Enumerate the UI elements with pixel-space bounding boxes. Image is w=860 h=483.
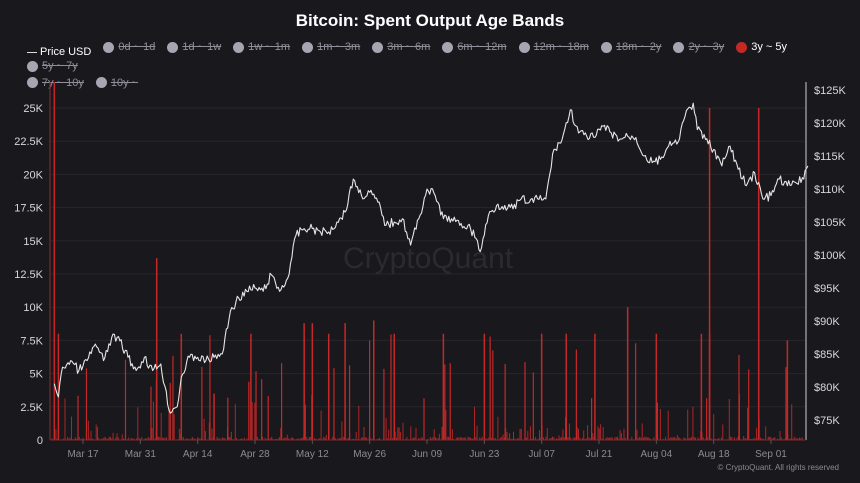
dot-marker-icon	[372, 41, 384, 53]
x-axis-tick: Aug 04	[640, 449, 672, 460]
left-axis-ticks: 0 2.5K 5K 7.5K 10K 12.5K 15K 17.5K 20K 22.5K 25K	[14, 103, 43, 447]
dot-marker-icon	[27, 60, 38, 72]
left-axis-tick: 22.5K	[14, 136, 43, 148]
x-axis-tick: Jun 09	[412, 449, 442, 460]
legend-item-1d-1w[interactable]: 1d ~ 1w	[167, 40, 221, 54]
dot-marker-icon	[673, 41, 685, 53]
legend-item-10y-[interactable]: 10y ~	[95, 76, 138, 90]
x-axis-tick: Apr 14	[183, 449, 213, 460]
x-axis-tick: Mar 31	[125, 449, 157, 460]
left-axis-tick: 5K	[30, 369, 44, 381]
watermark: CryptoQuant	[343, 242, 514, 275]
copyright-text: © CryptoQuant. All rights reserved	[717, 463, 840, 472]
legend-item-1w-1m[interactable]: 1w ~ 1m	[233, 40, 290, 54]
right-axis-tick: $75K	[814, 415, 840, 427]
legend-item-3y-5y[interactable]: 3y ~ 5y	[736, 40, 787, 54]
legend-item-price-usd[interactable]: Price USD	[27, 45, 91, 59]
dot-marker-icon	[600, 41, 612, 53]
legend-item-18m-2y[interactable]: 18m ~ 2y	[600, 40, 661, 54]
legend-item-3m-6m[interactable]: 3m ~ 6m	[372, 40, 430, 54]
dot-marker-icon	[233, 41, 245, 53]
x-axis-tick: Jul 07	[528, 449, 555, 460]
dot-marker-icon	[95, 77, 107, 88]
dot-marker-icon	[103, 41, 115, 53]
legend-item-6m-12m[interactable]: 6m ~ 12m	[442, 40, 507, 54]
dot-marker-icon	[518, 41, 530, 53]
chart-title: Bitcoin: Spent Output Age Bands	[295, 11, 565, 30]
right-axis-tick: $90K	[814, 316, 840, 328]
right-axis-tick: $80K	[814, 382, 840, 394]
left-axis-tick: 20K	[23, 169, 43, 181]
x-axis-ticks: Mar 17 Mar 31 Apr 14 Apr 28 May 12 May 26 Jun …	[67, 440, 787, 460]
line-marker-icon	[27, 51, 37, 53]
right-axis-ticks: $75K $80K $85K $90K $95K $100K $105K $110K $115K…	[814, 85, 846, 427]
gridlines	[50, 107, 806, 408]
dot-marker-icon	[27, 77, 38, 88]
x-axis-tick: Jun 23	[469, 449, 499, 460]
legend-item-5y-7y[interactable]: 5y ~ 7y	[27, 59, 78, 73]
legend-item-2y-3y[interactable]: 2y ~ 3y	[673, 40, 724, 54]
right-axis-tick: $100K	[814, 250, 846, 262]
left-axis-tick: 25K	[23, 103, 43, 115]
left-axis-tick: 17.5K	[14, 203, 43, 215]
legend-item-0d-1d[interactable]: 0d ~ 1d	[103, 40, 155, 54]
left-axis-tick: 15K	[23, 236, 43, 248]
price-line	[53, 102, 809, 414]
x-axis-tick: Aug 18	[698, 449, 730, 460]
x-axis-tick: May 26	[353, 449, 386, 460]
right-axis-tick: $110K	[814, 184, 846, 196]
dot-marker-icon	[302, 41, 314, 53]
dot-marker-icon	[442, 41, 454, 53]
right-axis-tick: $105K	[814, 217, 846, 229]
right-axis-tick: $85K	[814, 349, 840, 361]
bar-series-3y-5y	[51, 82, 804, 440]
x-axis-tick: Apr 28	[240, 449, 270, 460]
dot-marker-icon	[736, 41, 748, 53]
legend-item-7y-10y[interactable]: 7y ~ 10y	[27, 76, 84, 90]
left-axis-tick: 7.5K	[20, 335, 43, 347]
right-axis-tick: $115K	[814, 151, 846, 163]
x-axis-tick: Jul 21	[586, 449, 613, 460]
left-axis-tick: 2.5K	[20, 402, 43, 414]
x-axis-tick: Mar 17	[67, 449, 99, 460]
x-axis-tick: Sep 01	[755, 449, 787, 460]
x-axis-tick: May 12	[296, 449, 329, 460]
legend-item-1m-3m[interactable]: 1m ~ 3m	[302, 40, 360, 54]
right-axis-tick: $125K	[814, 85, 846, 97]
right-axis-tick: $95K	[814, 283, 840, 295]
right-axis-tick: $120K	[814, 118, 846, 130]
legend-item-12m-18m[interactable]: 12m ~ 18m	[518, 40, 589, 54]
left-axis-tick: 10K	[23, 302, 43, 314]
dot-marker-icon	[167, 41, 179, 53]
legend: Price USD 0d ~ 1d 1d ~ 1w 1w ~ 1m 1m ~ 3m 3m …	[27, 40, 827, 92]
left-axis-tick: 12.5K	[14, 269, 43, 281]
left-axis-tick: 0	[37, 435, 43, 447]
